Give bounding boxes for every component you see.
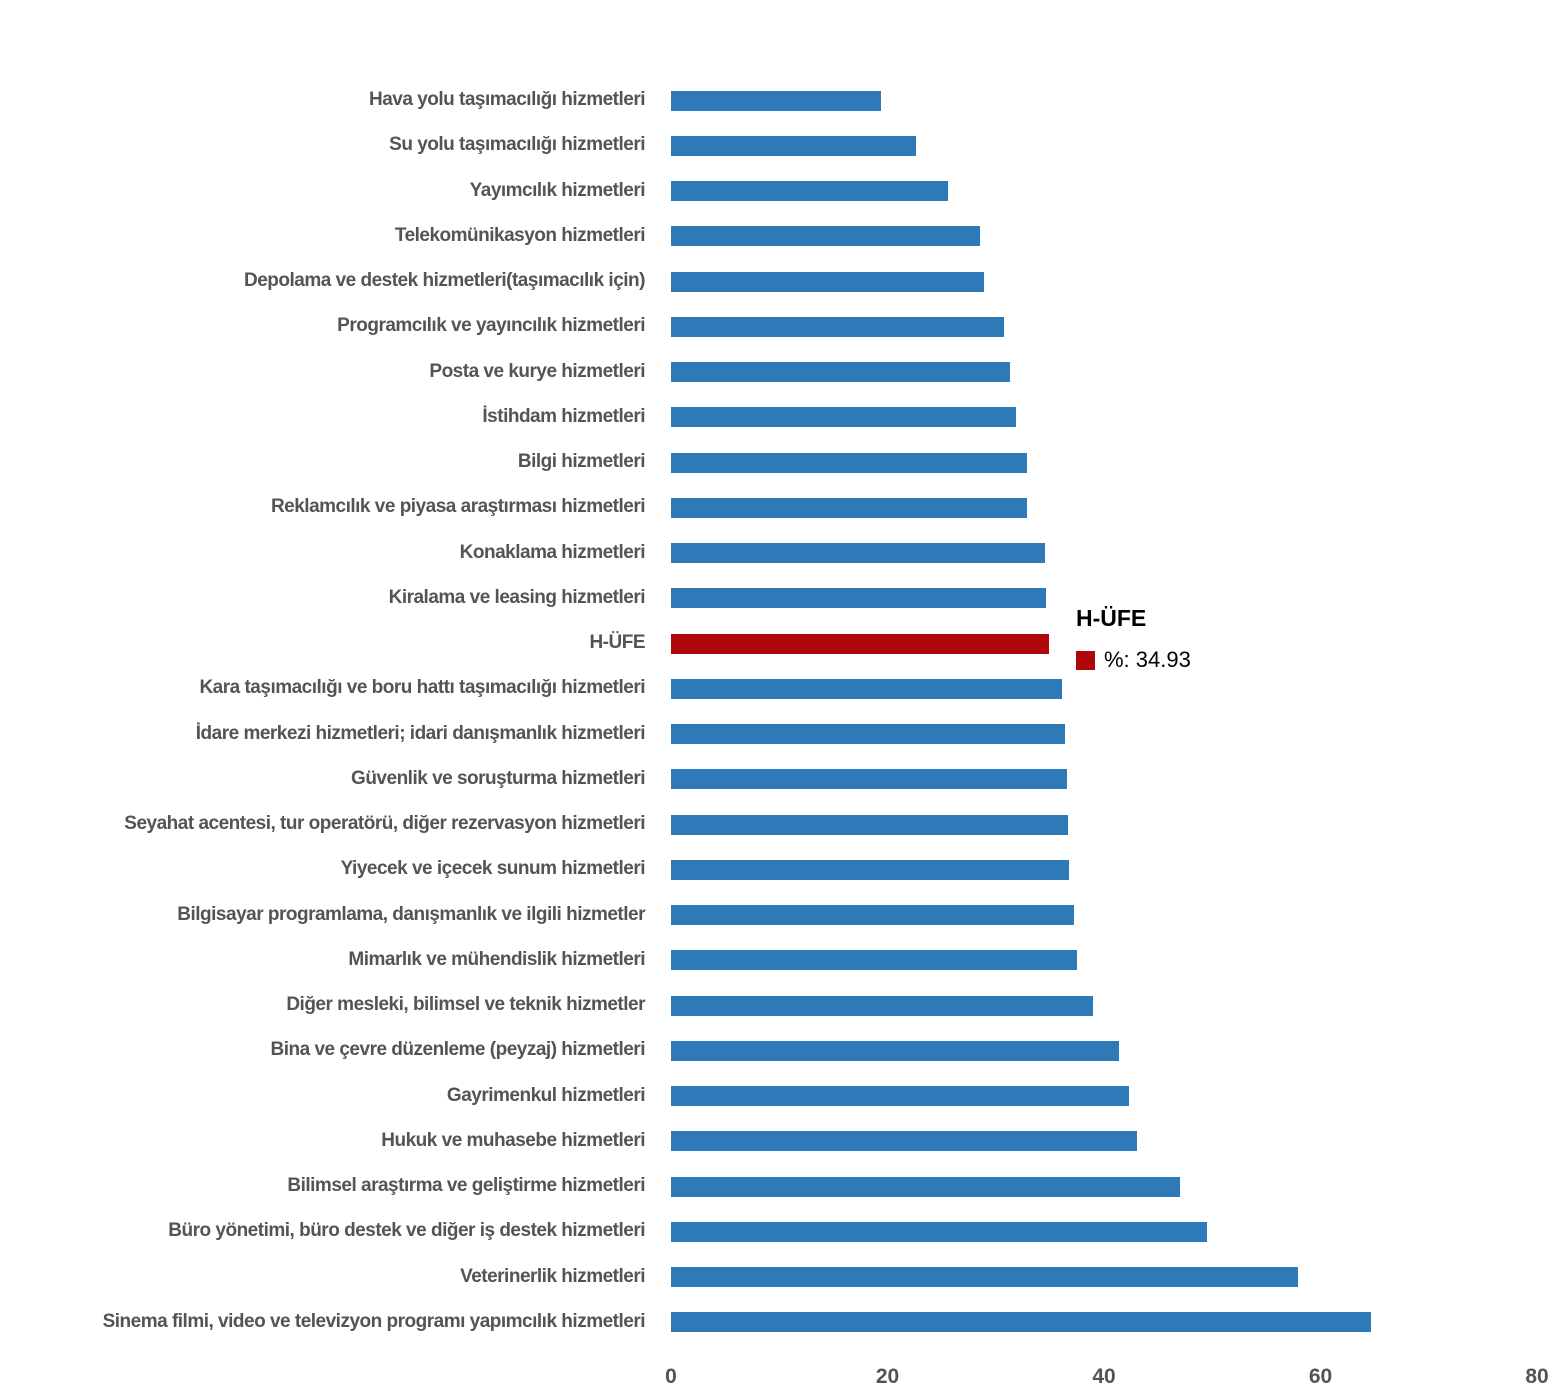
x-tick-label: 0: [665, 1365, 677, 1388]
bar-row: Bilimsel araştırma ve geliştirme hizmetl…: [0, 1164, 1556, 1209]
x-tick-label: 80: [1525, 1365, 1549, 1388]
bar-row: Güvenlik ve soruşturma hizmetleri: [0, 757, 1556, 802]
legend-item: %: 34.93: [1076, 648, 1191, 672]
x-axis: 0 20 40 60 80: [665, 1364, 1549, 1394]
category-label: Kara taşımacılığı ve boru hattı taşımacı…: [199, 677, 645, 699]
category-label: Programcılık ve yayıncılık hizmetleri: [337, 315, 645, 337]
bar-row: Programcılık ve yayıncılık hizmetleri: [0, 304, 1556, 349]
bar[interactable]: [671, 1267, 1298, 1288]
category-label: Büro yönetimi, büro destek ve diğer iş d…: [168, 1220, 645, 1242]
bar[interactable]: [671, 135, 916, 156]
bar-row: Bina ve çevre düzenleme (peyzaj) hizmetl…: [0, 1028, 1556, 1073]
x-tick-label: 20: [875, 1365, 900, 1388]
category-label: Veterinerlik hizmetleri: [460, 1265, 645, 1287]
bar-row: Yiyecek ve içecek sunum hizmetleri: [0, 847, 1556, 892]
category-label: Bilgi hizmetleri: [517, 451, 646, 473]
legend-title: H-ÜFE: [1076, 605, 1147, 631]
category-label: Posta ve kurye hizmetleri: [429, 360, 645, 382]
legend-value: %: 34.93: [1104, 647, 1191, 672]
highlight-bar[interactable]: [671, 633, 1050, 654]
bar[interactable]: [671, 769, 1068, 790]
category-label: İdare merkezi hizmetleri; idari danışman…: [195, 722, 646, 744]
bar-row: Seyahat acentesi, tur operatörü, diğer r…: [0, 802, 1556, 847]
bar-row: Sinema filmi, video ve televizyon progra…: [0, 1300, 1556, 1345]
bar-row: Diğer mesleki, bilimsel ve teknik hizmet…: [0, 983, 1556, 1028]
x-tick-label: 40: [1092, 1365, 1116, 1388]
category-label: Güvenlik ve soruşturma hizmetleri: [351, 767, 645, 789]
bar-row: Bilgisayar programlama, danışmanlık ve i…: [0, 893, 1556, 938]
category-label: İstihdam hizmetleri: [482, 405, 645, 427]
category-label: Konaklama hizmetleri: [459, 541, 646, 563]
bar-row: Posta ve kurye hizmetleri: [0, 350, 1556, 395]
category-label: Bilgisayar programlama, danışmanlık ve i…: [177, 903, 645, 925]
bar[interactable]: [671, 452, 1028, 473]
bar-row: H-ÜFE: [0, 621, 1556, 666]
category-label: Telekomünikasyon hizmetleri: [394, 224, 646, 246]
category-label: Sinema filmi, video ve televizyon progra…: [102, 1310, 646, 1332]
category-label: Hukuk ve muhasebe hizmetleri: [381, 1129, 645, 1151]
category-label: H-ÜFE: [589, 632, 645, 654]
bar-row: Mimarlık ve mühendislik hizmetleri: [0, 938, 1556, 983]
bar[interactable]: [671, 1312, 1372, 1333]
bar[interactable]: [671, 995, 1094, 1016]
bar-row: Veterinerlik hizmetleri: [0, 1255, 1556, 1300]
bar-row: Depolama ve destek hizmetleri(taşımacılı…: [0, 259, 1556, 304]
bar-row: İdare merkezi hizmetleri; idari danışman…: [0, 712, 1556, 757]
category-label: Gayrimenkul hizmetleri: [446, 1084, 646, 1106]
bar[interactable]: [671, 859, 1070, 880]
bar[interactable]: [671, 226, 980, 247]
bar[interactable]: [671, 1176, 1180, 1197]
category-label: Diğer mesleki, bilimsel ve teknik hizmet…: [286, 994, 645, 1016]
bar[interactable]: [671, 905, 1074, 926]
bar[interactable]: [671, 362, 1010, 383]
category-label: Bilimsel araştırma ve geliştirme hizmetl…: [287, 1175, 645, 1197]
bar-row: Telekomünikasyon hizmetleri: [0, 214, 1556, 259]
bar-rows: Hava yolu taşımacılığı hizmetleri Su yolu…: [0, 78, 1556, 1345]
legend: H-ÜFE %: 34.93: [1076, 605, 1191, 672]
category-label: Bina ve çevre düzenleme (peyzaj) hizmetl…: [270, 1039, 646, 1061]
bar-row: Kara taşımacılığı ve boru hattı taşımacı…: [0, 666, 1556, 711]
category-label: Seyahat acentesi, tur operatörü, diğer r…: [124, 813, 645, 835]
bar[interactable]: [671, 271, 984, 292]
bar[interactable]: [671, 1131, 1137, 1152]
bar-row: Kiralama ve leasing hizmetleri: [0, 576, 1556, 621]
bar-row: Bilgi hizmetleri: [0, 440, 1556, 485]
category-label: Yayımcılık hizmetleri: [469, 179, 646, 201]
bar[interactable]: [671, 678, 1062, 699]
x-tick-label: 60: [1308, 1365, 1333, 1388]
bar-row: İstihdam hizmetleri: [0, 395, 1556, 440]
bar[interactable]: [671, 588, 1046, 609]
bar[interactable]: [671, 950, 1077, 971]
bar-row: Su yolu taşımacılığı hizmetleri: [0, 123, 1556, 168]
bar-row: Gayrimenkul hizmetleri: [0, 1074, 1556, 1119]
category-label: Hava yolu taşımacılığı hizmetleri: [369, 89, 646, 111]
bar[interactable]: [671, 1040, 1120, 1061]
category-label: Depolama ve destek hizmetleri(taşımacılı…: [243, 270, 646, 292]
bar[interactable]: [671, 724, 1065, 745]
bar[interactable]: [671, 543, 1045, 564]
bar-row: Reklamcılık ve piyasa araştırması hizmet…: [0, 485, 1556, 530]
bar[interactable]: [671, 407, 1017, 428]
bar-row: Yayımcılık hizmetleri: [0, 169, 1556, 214]
category-label: Yiyecek ve içecek sunum hizmetleri: [340, 858, 646, 880]
legend-swatch-icon: [1076, 650, 1095, 670]
bar[interactable]: [671, 1086, 1129, 1107]
bar[interactable]: [671, 316, 1005, 337]
bar-row: Hukuk ve muhasebe hizmetleri: [0, 1119, 1556, 1164]
bar-row: Büro yönetimi, büro destek ve diğer iş d…: [0, 1209, 1556, 1254]
bar[interactable]: [671, 90, 881, 111]
category-label: Su yolu taşımacılığı hizmetleri: [389, 134, 645, 156]
category-label: Reklamcılık ve piyasa araştırması hizmet…: [270, 496, 646, 518]
bar[interactable]: [671, 1221, 1207, 1242]
bar-row: Hava yolu taşımacılığı hizmetleri: [0, 78, 1556, 123]
bar[interactable]: [671, 497, 1028, 518]
bar[interactable]: [671, 181, 949, 202]
category-label: Kiralama ve leasing hizmetleri: [388, 586, 646, 608]
bar-row: Konaklama hizmetleri: [0, 531, 1556, 576]
category-label: Mimarlık ve mühendislik hizmetleri: [348, 948, 645, 970]
bar[interactable]: [671, 814, 1069, 835]
